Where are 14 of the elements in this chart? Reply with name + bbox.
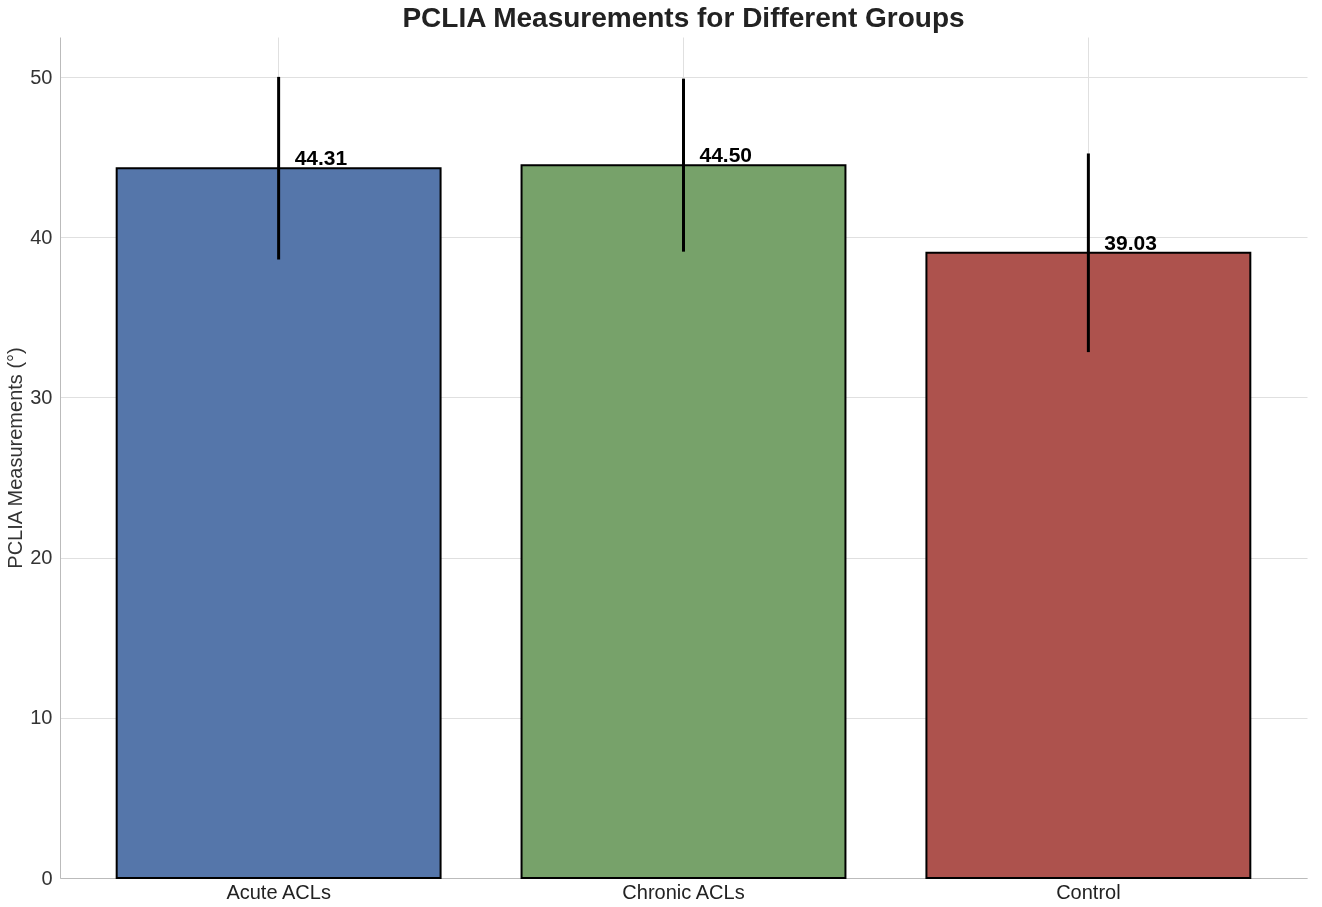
y-axis-title: PCLIA Measurements (°) [4, 347, 27, 569]
y-tick-label: 50 [30, 65, 53, 88]
chart-title: PCLIA Measurements for Different Groups [402, 2, 965, 33]
data-label: 39.03 [1104, 230, 1157, 254]
y-tick-label: 0 [41, 866, 53, 889]
x-tick-label: Acute ACLs [226, 880, 331, 903]
data-label: 44.50 [699, 143, 753, 167]
data-label: 44.31 [294, 146, 348, 170]
y-tick-label: 10 [30, 706, 53, 729]
y-tick-label: 40 [30, 225, 53, 248]
y-tick-label: 30 [30, 385, 53, 408]
x-tick-label: Chronic ACLs [622, 880, 745, 903]
y-tick-label: 20 [30, 546, 53, 569]
x-tick-label: Control [1056, 880, 1121, 903]
